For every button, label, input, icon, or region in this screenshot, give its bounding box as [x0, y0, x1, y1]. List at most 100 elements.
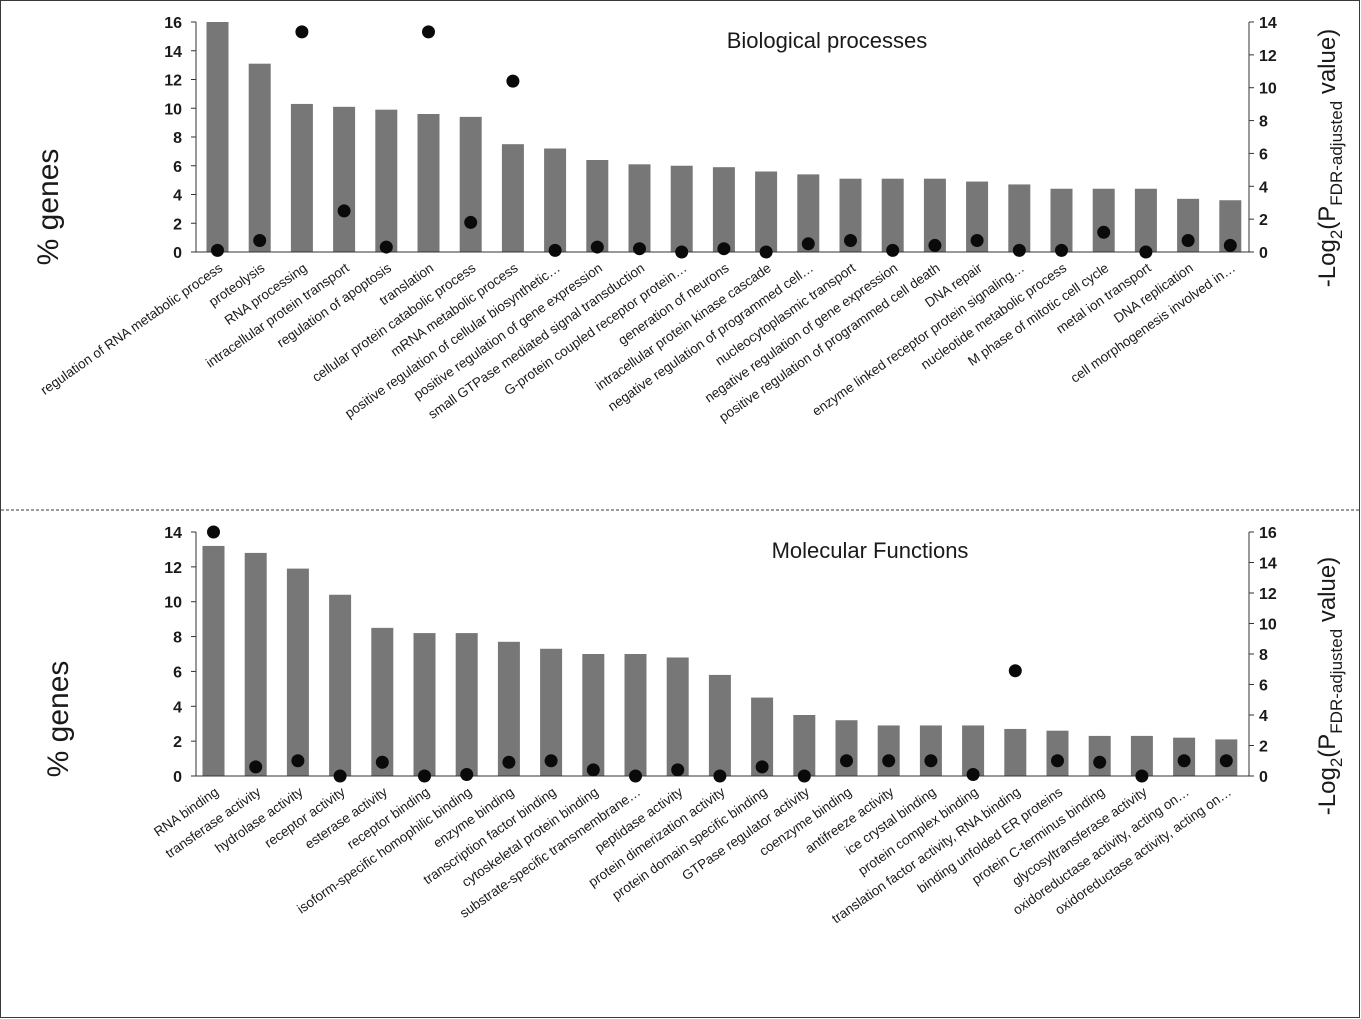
data-point [1219, 754, 1233, 768]
data-point [460, 767, 474, 781]
y2-tick-label: 6 [1259, 678, 1268, 695]
y2-label-subscript: FDR-adjusted [1327, 629, 1346, 734]
y-tick-label: 2 [173, 734, 182, 751]
y-tick-label: 12 [164, 560, 182, 577]
data-point [759, 245, 773, 259]
y2-label-part: value) [1314, 557, 1341, 629]
chart-title: Biological processes [727, 28, 928, 53]
y-tick-label: 16 [164, 15, 182, 32]
y-tick-label: 14 [164, 44, 182, 61]
y-tick-label: 8 [173, 130, 182, 147]
bar [962, 725, 985, 776]
y-tick-label: 6 [173, 664, 182, 681]
data-point [333, 769, 347, 783]
y2-label-part: (P [1314, 734, 1341, 758]
data-point [211, 243, 224, 257]
y2-label-subscript: FDR-adjusted [1327, 101, 1346, 206]
y2-axis-label: -Log2(PFDR-adjusted value) [1314, 29, 1346, 287]
data-point [755, 760, 769, 774]
bar [835, 720, 858, 776]
data-point [717, 242, 731, 256]
data-point [586, 763, 600, 777]
bar [544, 148, 567, 252]
y-tick-label: 10 [164, 101, 182, 118]
data-point [375, 755, 389, 769]
bar [628, 164, 651, 252]
y2-tick-label: 14 [1259, 556, 1277, 573]
bar [290, 103, 313, 252]
bar [497, 641, 520, 776]
y2-tick-label: 2 [1259, 212, 1268, 229]
data-point [886, 243, 900, 257]
y2-tick-label: 14 [1259, 15, 1277, 32]
y2-tick-label: 8 [1259, 647, 1268, 664]
data-point [337, 204, 351, 218]
data-point [844, 234, 857, 247]
data-point [1093, 755, 1107, 769]
chart-title: Molecular Functions [772, 538, 969, 563]
data-point [671, 763, 685, 777]
bar [202, 545, 225, 776]
bar [670, 165, 693, 252]
data-point [590, 240, 604, 254]
data-point [502, 755, 516, 769]
data-point [1223, 238, 1237, 252]
bar [839, 178, 862, 252]
y-tick-label: 4 [173, 188, 182, 205]
y2-label-subscript: 2 [1327, 230, 1346, 239]
y2-label-subscript: 2 [1327, 758, 1346, 767]
data-point [675, 245, 689, 259]
data-point [1008, 664, 1022, 678]
y-tick-label: 0 [173, 245, 182, 262]
y2-tick-label: 6 [1259, 146, 1268, 163]
bar [712, 167, 735, 252]
bar [1219, 200, 1242, 252]
y2-tick-label: 4 [1259, 179, 1268, 196]
bar [413, 633, 436, 776]
bar [666, 657, 689, 776]
bar [1130, 735, 1153, 776]
data-point [544, 754, 558, 768]
data-point [1181, 234, 1195, 247]
bar [333, 106, 356, 252]
bar [1134, 188, 1157, 252]
data-point [418, 769, 431, 783]
bar [1050, 188, 1073, 252]
y2-label-part: -Log [1314, 767, 1341, 815]
bar [919, 725, 942, 776]
bar [923, 178, 946, 252]
y2-tick-label: 16 [1259, 525, 1277, 542]
bar [1008, 184, 1031, 252]
y2-tick-label: 12 [1259, 586, 1277, 603]
data-point [1051, 754, 1064, 768]
data-point [249, 760, 263, 774]
data-point [1139, 245, 1153, 259]
data-point [882, 754, 896, 768]
bar [206, 22, 229, 252]
bar [881, 178, 904, 252]
bar [459, 116, 482, 252]
bar [877, 725, 900, 776]
bar [329, 594, 352, 776]
data-point [629, 769, 642, 783]
y-axis-label: % genes [32, 149, 65, 266]
bar [797, 174, 820, 252]
bar [1004, 728, 1027, 776]
data-point [464, 215, 478, 229]
y-tick-label: 2 [173, 216, 182, 233]
y2-tick-label: 0 [1259, 769, 1268, 786]
bar [1092, 188, 1115, 252]
bar [751, 697, 774, 776]
y2-tick-label: 4 [1259, 708, 1268, 725]
data-point [801, 237, 815, 251]
y2-label-part: (P [1314, 206, 1341, 230]
y-tick-label: 4 [173, 699, 182, 716]
bar [371, 627, 394, 776]
bar [248, 63, 271, 252]
y2-tick-label: 10 [1259, 617, 1277, 634]
data-point [840, 754, 853, 768]
y-tick-label: 0 [173, 769, 182, 786]
y2-axis-label: -Log2(PFDR-adjusted value) [1314, 557, 1346, 815]
